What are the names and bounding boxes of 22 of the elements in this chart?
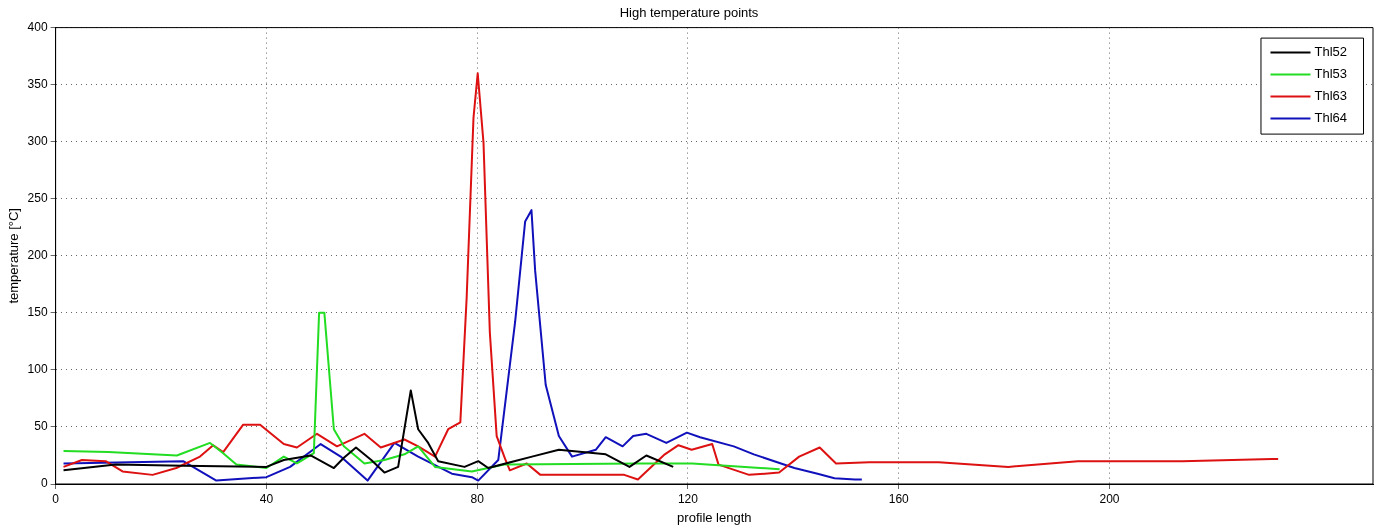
legend-label: Thl64 [1314,110,1348,126]
x-tick-label: 40 [259,491,274,506]
y-tick-label: 300 [27,134,48,149]
x-tick-label: 120 [677,491,699,506]
y-tick-label: 350 [27,76,48,91]
x-tick-label: 0 [52,491,60,506]
y-tick-label: 250 [27,191,48,206]
x-tick-label: 160 [888,491,910,506]
x-tick-label: 200 [1099,491,1120,506]
y-axis-title: temperature [°C] [6,208,22,304]
x-axis-title: profile length [677,509,752,525]
y-tick-label: 150 [27,305,48,320]
y-tick-label: 100 [27,362,48,377]
legend-label: Thl63 [1314,88,1348,104]
y-tick-label: 50 [34,419,48,434]
y-tick-label: 400 [27,19,48,34]
x-tick-label: 80 [470,491,485,506]
legend-label: Thl52 [1314,44,1348,60]
chart-title: High temperature points [619,5,759,21]
legend-label: Thl53 [1314,66,1348,82]
y-tick-label: 0 [40,476,48,491]
y-tick-label: 200 [27,248,48,263]
